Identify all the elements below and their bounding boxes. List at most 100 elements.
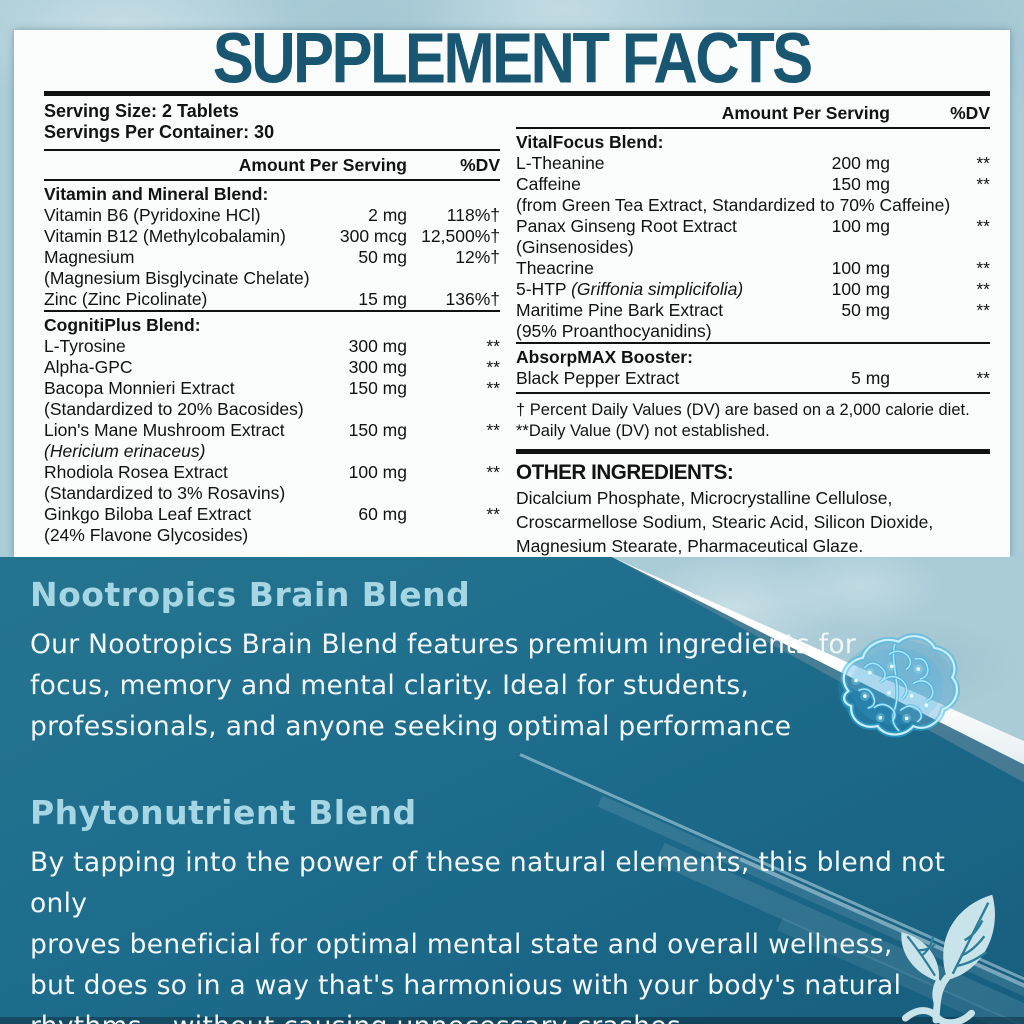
ingredient-name: Caffeine [516, 174, 581, 194]
ingredient-section: CognitiPlus Blend: L-Tyrosine 300 mg ** Alph… [44, 310, 500, 546]
other-ingredients: OTHER INGREDIENTS: Dicalcium Phosphate, … [516, 454, 990, 558]
column-header-left: Amount Per Serving %DV [44, 151, 500, 179]
ingredient-dv: 136%† [445, 289, 501, 309]
facts-title-wrap: SUPPLEMENT FACTS [14, 18, 1010, 98]
ingredient-amount: 300 mcg [339, 226, 407, 246]
glowing-brain-icon [838, 633, 960, 738]
footnote-line: † Percent Daily Values (DV) are based on… [516, 401, 970, 419]
marketing-block: Nootropics Brain Blend Our Nootropics Bra… [30, 575, 994, 747]
ingredient-dv: ** [976, 279, 990, 299]
ingredient-row: Maritime Pine Bark Extract 50 mg ** [516, 300, 990, 321]
ingredient-amount: 150 mg [348, 420, 407, 440]
ingredient-dv: 12%† [455, 247, 500, 267]
marketing-text-line: Our Nootropics Brain Blend features prem… [30, 629, 857, 660]
ingredient-dv: ** [486, 336, 500, 356]
footnote-line: **Daily Value (DV) not established. [516, 422, 770, 440]
ingredient-row: L-Tyrosine 300 mg ** [44, 336, 500, 357]
ingredient-name: Vitamin B6 (Pyridoxine HCl) [44, 205, 261, 225]
marketing-text-line: but does so in a way that's harmonious w… [30, 970, 902, 1001]
facts-table: Serving Size: 2 Tablets Servings Per Con… [14, 96, 1010, 558]
ingredient-name: Bacopa Monnieri Extract [44, 378, 235, 398]
ingredient-subtext: (95% Proanthocyanidins) [516, 321, 712, 341]
ingredient-dv: ** [486, 420, 500, 440]
ingredient-name: Maritime Pine Bark Extract [516, 300, 724, 320]
ingredient-dv: ** [486, 357, 500, 377]
ingredient-dv: ** [976, 368, 990, 388]
marketing-band: Nootropics Brain Blend Our Nootropics Bra… [0, 557, 1024, 1024]
ingredient-row: Zinc (Zinc Picolinate) 15 mg 136%† [44, 289, 500, 310]
ingredient-subtext: (Standardized to 20% Bacosides) [44, 399, 304, 419]
dv-header: %DV [950, 103, 990, 123]
right-sections: VitalFocus Blend: L-Theanine 200 mg ** Caffe… [516, 127, 990, 389]
other-ingredients-heading: OTHER INGREDIENTS: [516, 460, 734, 484]
ingredient-dv: 12,500%† [421, 226, 500, 246]
ingredient-amount: 150 mg [831, 174, 890, 194]
ingredient-subtext: (Magnesium Bisglycinate Chelate) [44, 268, 310, 288]
ingredient-amount: 100 mg [831, 216, 890, 236]
ingredient-name: Theacrine [516, 258, 594, 278]
ingredient-name: Panax Ginseng Root Extract [516, 216, 737, 236]
ingredient-name: Rhodiola Rosea Extract [44, 462, 228, 482]
ingredient-amount: 60 mg [358, 504, 407, 524]
blend-heading: VitalFocus Blend: [516, 132, 664, 152]
ingredient-section: VitalFocus Blend: L-Theanine 200 mg ** Caffe… [516, 127, 990, 342]
ingredient-row: Ginkgo Biloba Leaf Extract 60 mg ** [44, 504, 500, 525]
marketing-body: Our Nootropics Brain Blend features prem… [30, 624, 994, 747]
serving-size: Serving Size: 2 Tablets [44, 101, 239, 121]
marketing-copy: Nootropics Brain Blend Our Nootropics Bra… [0, 557, 1024, 1024]
amount-per-serving-header: Amount Per Serving [238, 155, 407, 175]
marketing-heading: Nootropics Brain Blend [30, 575, 471, 614]
ingredient-amount: 100 mg [348, 462, 407, 482]
ingredient-dv: ** [976, 258, 990, 278]
ingredient-section: AbsorpMAX Booster: Black Pepper Extract 5 … [516, 342, 990, 389]
ingredient-amount: 100 mg [831, 258, 890, 278]
marketing-text-line: By tapping into the power of these natur… [30, 847, 946, 919]
servings-per-container: Servings Per Container: 30 [44, 122, 275, 142]
bottom-edge-shade [0, 1017, 1024, 1024]
column-header-right: Amount Per Serving %DV [516, 96, 990, 127]
ingredient-subtext: (Ginsenosides) [516, 237, 634, 257]
ingredient-row: Rhodiola Rosea Extract 100 mg ** [44, 462, 500, 483]
ingredient-subtext: (24% Flavone Glycosides) [44, 525, 249, 545]
ingredient-row: Bacopa Monnieri Extract 150 mg ** [44, 378, 500, 399]
facts-column-right: Amount Per Serving %DV VitalFocus Blend:… [516, 96, 990, 558]
ingredient-dv: ** [976, 153, 990, 173]
ingredient-row: Magnesium 50 mg 12%† [44, 247, 500, 268]
marketing-text-line: focus, memory and mental clarity. Ideal … [30, 670, 750, 701]
ingredient-name: Black Pepper Extract [516, 368, 680, 388]
marketing-block: Phytonutrient Blend By tapping into the p… [30, 793, 994, 1024]
ingredient-section: Vitamin and Mineral Blend: Vitamin B6 (Py… [44, 179, 500, 310]
ingredient-row: Caffeine 150 mg ** [516, 174, 990, 195]
ingredient-row: L-Theanine 200 mg ** [516, 153, 990, 174]
ingredient-name: Magnesium [44, 247, 135, 267]
marketing-body: By tapping into the power of these natur… [30, 842, 994, 1024]
ingredient-amount: 300 mg [348, 336, 407, 356]
ingredient-name: L-Tyrosine [44, 336, 126, 356]
facts-column-left: Serving Size: 2 Tablets Servings Per Con… [44, 96, 500, 558]
ingredient-row: 5-HTP (Griffonia simplicifolia) 100 mg ** [516, 279, 990, 300]
ingredient-dv: ** [976, 174, 990, 194]
ingredient-name: 5-HTP (Griffonia simplicifolia) [516, 279, 744, 299]
serving-info: Serving Size: 2 Tablets Servings Per Con… [44, 96, 500, 151]
marketing-heading: Phytonutrient Blend [30, 793, 417, 832]
ingredient-row: Panax Ginseng Root Extract 100 mg ** [516, 216, 990, 237]
marketing-text-line: rhythms – without causing unnecessary cr… [30, 1006, 994, 1024]
ingredient-dv: ** [486, 504, 500, 524]
ingredient-amount: 50 mg [841, 300, 890, 320]
ingredient-amount: 15 mg [358, 289, 407, 309]
ingredient-amount: 2 mg [368, 205, 407, 225]
column-header-spacer [516, 103, 722, 124]
amount-per-serving-header: Amount Per Serving [721, 103, 890, 123]
ingredient-subtext: (Standardized to 3% Rosavins) [44, 483, 286, 503]
marketing-text-line: professionals, and anyone seeking optima… [30, 711, 792, 742]
ingredient-dv: ** [976, 300, 990, 320]
blend-heading: AbsorpMAX Booster: [516, 347, 693, 367]
title-divider [44, 91, 990, 96]
other-ingredients-divider [516, 449, 990, 454]
ingredient-name: Ginkgo Biloba Leaf Extract [44, 504, 252, 524]
ingredient-amount: 100 mg [831, 279, 890, 299]
facts-title: SUPPLEMENT FACTS [213, 18, 813, 98]
ingredient-dv: 118%† [446, 205, 500, 225]
ingredient-amount: 300 mg [348, 357, 407, 377]
